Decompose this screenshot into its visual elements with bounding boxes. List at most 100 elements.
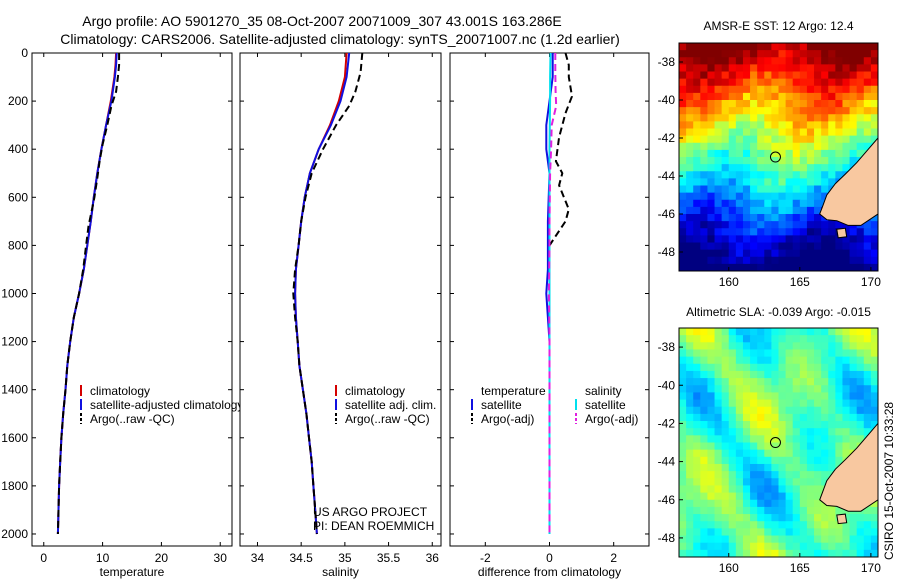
sla-cell	[792, 506, 801, 515]
sla-cell	[735, 435, 744, 444]
sst-cell	[792, 249, 801, 258]
sla-cell	[828, 442, 836, 451]
sst-cell	[849, 128, 858, 137]
sla-cell	[764, 413, 772, 422]
sst-cell	[721, 149, 730, 158]
sst-cell	[757, 192, 765, 201]
sla-cell	[728, 392, 737, 401]
sst-cell	[742, 263, 751, 271]
sst-cell	[849, 100, 858, 108]
sla-cell	[679, 428, 687, 436]
sla-cell	[799, 392, 808, 401]
sla-cell	[806, 435, 815, 444]
sla-cell	[742, 456, 751, 465]
sla-cell	[828, 456, 836, 465]
sst-cell	[835, 107, 844, 115]
sst-cell	[842, 242, 851, 251]
sst-cell	[814, 206, 822, 215]
sla-cell	[814, 370, 822, 379]
sla-cell	[814, 506, 822, 515]
sla-cell	[679, 335, 687, 343]
sst-cell	[757, 135, 765, 144]
sst-cell	[700, 206, 709, 215]
sst-cell	[792, 157, 801, 165]
sla-cell	[728, 463, 737, 472]
sla-cell	[821, 549, 829, 557]
sst-cell	[799, 199, 808, 208]
sst-cell	[764, 135, 772, 144]
sla-cell	[728, 363, 737, 372]
sst-cell	[806, 107, 815, 115]
sst-cell	[757, 242, 765, 251]
sla-cell	[870, 506, 878, 515]
sla-cell	[707, 471, 716, 479]
sst-cell	[828, 256, 836, 265]
sla-cell	[750, 349, 758, 358]
sst-cell	[757, 221, 765, 229]
sla-cell	[778, 406, 787, 415]
sla-cell	[856, 435, 865, 444]
sla-cell	[700, 356, 709, 365]
sst-cell	[700, 121, 709, 130]
sla-cell	[742, 342, 751, 351]
sla-cell	[870, 406, 878, 415]
sst-cell	[799, 114, 808, 122]
sst-cell	[735, 171, 744, 179]
sst-cell	[700, 199, 709, 208]
sla-cell	[700, 328, 709, 336]
temperature-y-tick-label: 400	[8, 142, 28, 156]
sst-cell	[707, 78, 716, 87]
sst-cell	[863, 263, 872, 271]
sst-cell	[842, 64, 851, 73]
sla-cell	[806, 506, 815, 515]
sst-cell	[870, 121, 878, 130]
sst-cell	[771, 100, 780, 108]
sla-cell	[870, 521, 878, 529]
sla-cell	[750, 456, 758, 465]
sst-cell	[707, 57, 716, 65]
sst-cell	[757, 157, 765, 165]
sst-cell	[742, 206, 751, 215]
sst-cell	[799, 164, 808, 172]
sla-cell	[735, 413, 744, 422]
sla-cell	[735, 399, 744, 408]
sst-cell	[693, 249, 701, 258]
sst-cell	[856, 64, 865, 73]
sst-cell	[728, 78, 737, 87]
sst-cell	[679, 199, 687, 208]
sla-cell	[714, 349, 723, 358]
sla-cell	[799, 463, 808, 472]
sst-cell	[714, 100, 723, 108]
sst-cell	[814, 57, 822, 65]
sst-cell	[764, 71, 772, 80]
sla-cell	[806, 392, 815, 401]
sst-cell	[806, 135, 815, 144]
sla-cell	[750, 406, 758, 415]
sst-cell	[686, 78, 694, 87]
sst-cell	[728, 92, 737, 101]
sla-cell	[764, 342, 772, 351]
sla-cell	[771, 385, 780, 394]
sst-cell	[693, 64, 701, 73]
sla-cell	[721, 478, 730, 487]
sla-cell	[693, 442, 701, 451]
sst-cell	[742, 256, 751, 265]
sla-cell	[870, 535, 878, 544]
sla-cell	[693, 335, 701, 343]
sst-cell	[870, 249, 878, 258]
sst-cell	[693, 256, 701, 265]
sla-cell	[863, 392, 872, 401]
sst-cell	[835, 43, 844, 51]
sst-cell	[778, 221, 787, 229]
sst-cell	[835, 256, 844, 265]
sla-cell	[735, 521, 744, 529]
sla-cell	[750, 413, 758, 422]
sla-cell	[735, 428, 744, 436]
sst-cell	[728, 228, 737, 236]
sst-cell	[721, 43, 730, 51]
sla-cell	[771, 542, 780, 551]
sst-cell	[778, 228, 787, 236]
sla-cell	[757, 542, 765, 551]
sla-cell	[849, 349, 858, 358]
sla-cell	[735, 463, 744, 472]
